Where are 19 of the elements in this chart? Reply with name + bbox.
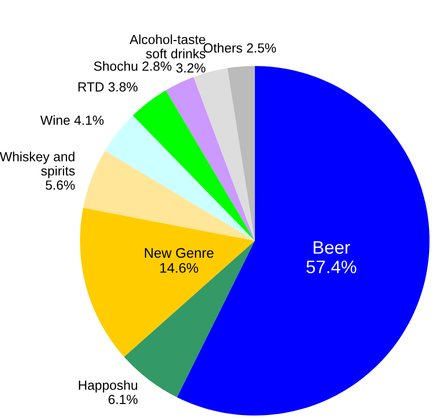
data-label: 3.2% [176,63,206,73]
pie-slice [166,77,255,241]
slice-label: Beer [314,241,350,254]
slice-label: New Genre [144,248,214,258]
slice-label: RTD 3.8% [78,82,138,92]
pie-slice [80,208,255,357]
slice-label: Whiskey and spirits [0,152,75,178]
data-label: 6.1% [108,394,138,404]
slice-label: Others 2.5% [204,42,276,53]
pie-slice [104,116,255,241]
pie-slice [132,90,255,241]
pie-slice [83,150,255,241]
slice-label: Shochu 2.8% [94,61,172,71]
pie-slice [227,66,255,241]
data-label: 5.6% [46,180,75,190]
data-label: 57.4% [306,260,356,274]
slice-label: Wine 4.1% [40,115,104,125]
slice-label: Happoshu [78,380,138,392]
data-label: 14.6% [160,262,198,273]
